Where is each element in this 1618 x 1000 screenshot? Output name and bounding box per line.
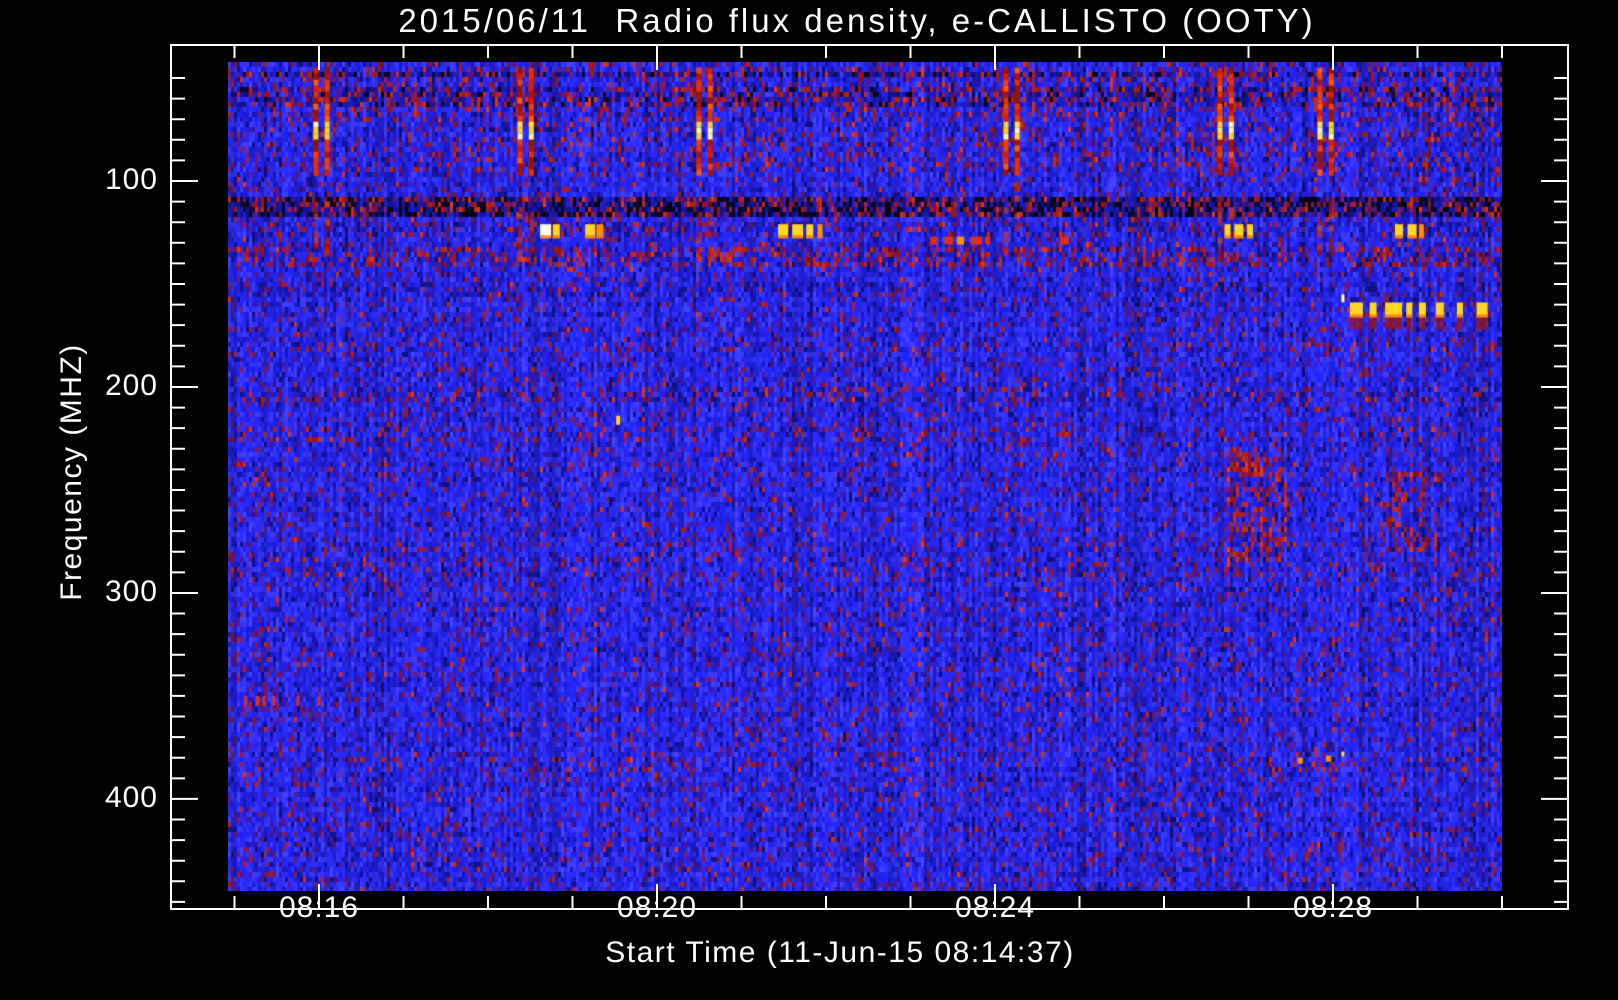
x-tick-label-0828: 08:28 bbox=[1292, 891, 1374, 924]
y-tick-label-400: 400 bbox=[104, 780, 158, 814]
tick-marks bbox=[172, 46, 1567, 908]
y-tick-label-300: 300 bbox=[104, 574, 158, 608]
x-axis-title: Start Time (11-Jun-15 08:14:37) bbox=[605, 936, 1075, 969]
chart-title: 2015/06/11 Radio flux density, e-CALLIST… bbox=[398, 2, 1316, 39]
spectrogram-heatmap bbox=[228, 62, 1502, 891]
y-axis-title: Frequency (MHZ) bbox=[55, 343, 88, 601]
x-tick-label-0824: 08:24 bbox=[954, 891, 1036, 924]
x-tick-label-0816: 08:16 bbox=[278, 891, 360, 924]
plot-frame bbox=[170, 44, 1569, 910]
y-tick-label-200: 200 bbox=[104, 368, 158, 402]
y-tick-label-100: 100 bbox=[104, 163, 158, 196]
x-tick-label-0820: 08:20 bbox=[616, 891, 698, 924]
